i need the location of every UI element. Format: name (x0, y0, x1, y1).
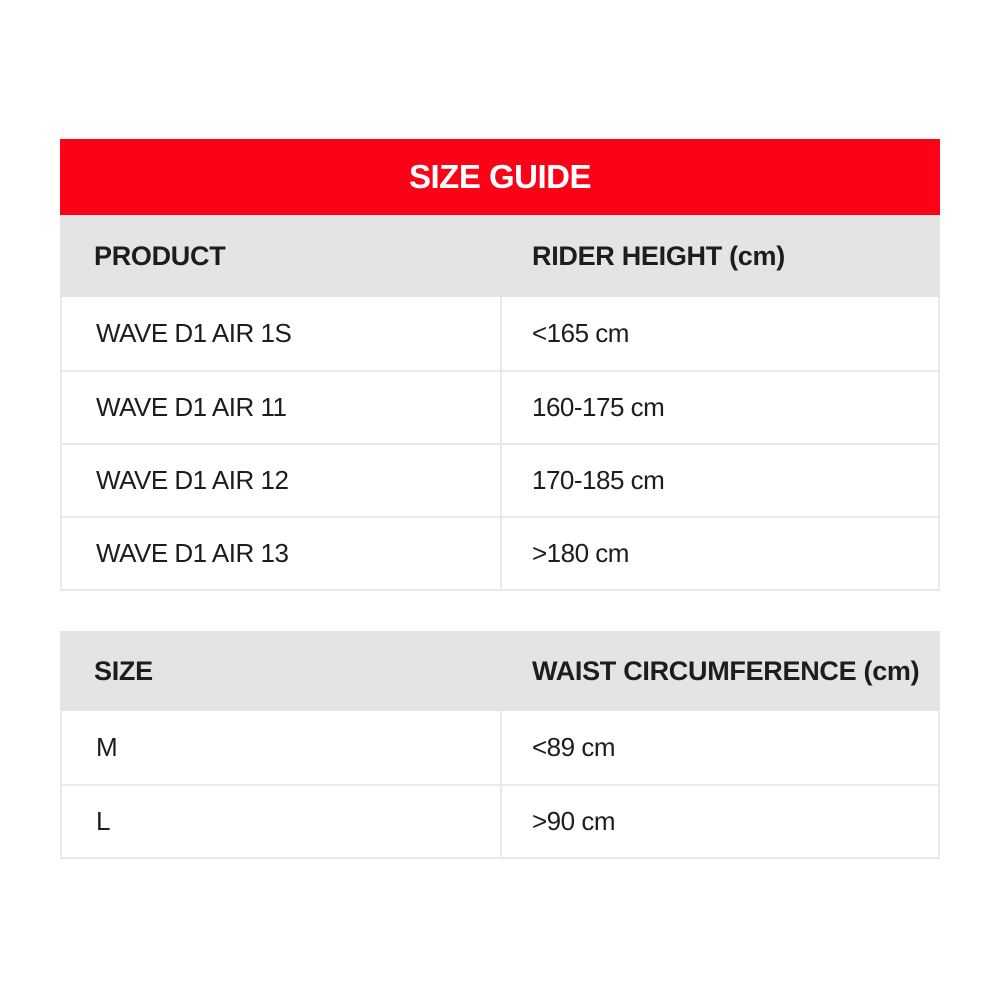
size-guide-panel: SIZE GUIDE PRODUCT RIDER HEIGHT (cm) WAV… (60, 139, 940, 859)
product-cell: WAVE D1 AIR 12 (96, 465, 289, 495)
waist-cell: >90 cm (500, 786, 938, 857)
size-guide-title: SIZE GUIDE (408, 158, 592, 195)
waist-cell: <89 cm (500, 711, 938, 784)
product-cell: WAVE D1 AIR 11 (96, 392, 287, 422)
column-header-product: PRODUCT (94, 240, 226, 271)
product-cell: WAVE D1 AIR 1S (96, 318, 292, 348)
rider-height-cell: 170-185 cm (500, 445, 938, 516)
table-row: WAVE D1 AIR 11 160-175 cm (62, 370, 938, 443)
size-guide-title-bar: SIZE GUIDE (60, 139, 940, 215)
waist-table-header-row: SIZE WAIST CIRCUMFERENCE (cm) (60, 631, 940, 711)
product-cell: WAVE D1 AIR 13 (96, 538, 289, 568)
table-row: M <89 cm (62, 711, 938, 784)
table-row: WAVE D1 AIR 1S <165 cm (62, 297, 938, 370)
table-row: WAVE D1 AIR 13 >180 cm (62, 516, 938, 589)
waist-circumference-table: SIZE WAIST CIRCUMFERENCE (cm) M <89 cm L… (60, 631, 940, 859)
rider-height-cell: <165 cm (500, 297, 938, 370)
rider-height-cell: 160-175 cm (500, 372, 938, 443)
size-cell: M (96, 732, 118, 762)
rider-height-cell: >180 cm (500, 518, 938, 589)
waist-table-body: M <89 cm L >90 cm (60, 711, 940, 859)
column-header-waist-circumference: WAIST CIRCUMFERENCE (cm) (532, 655, 920, 686)
rider-height-table-header-row: PRODUCT RIDER HEIGHT (cm) (60, 215, 940, 297)
column-header-rider-height: RIDER HEIGHT (cm) (532, 240, 785, 271)
size-cell: L (96, 806, 110, 836)
rider-height-table: PRODUCT RIDER HEIGHT (cm) WAVE D1 AIR 1S… (60, 215, 940, 591)
table-row: L >90 cm (62, 784, 938, 857)
rider-height-table-body: WAVE D1 AIR 1S <165 cm WAVE D1 AIR 11 16… (60, 297, 940, 591)
column-header-size: SIZE (94, 655, 153, 686)
table-row: WAVE D1 AIR 12 170-185 cm (62, 443, 938, 516)
